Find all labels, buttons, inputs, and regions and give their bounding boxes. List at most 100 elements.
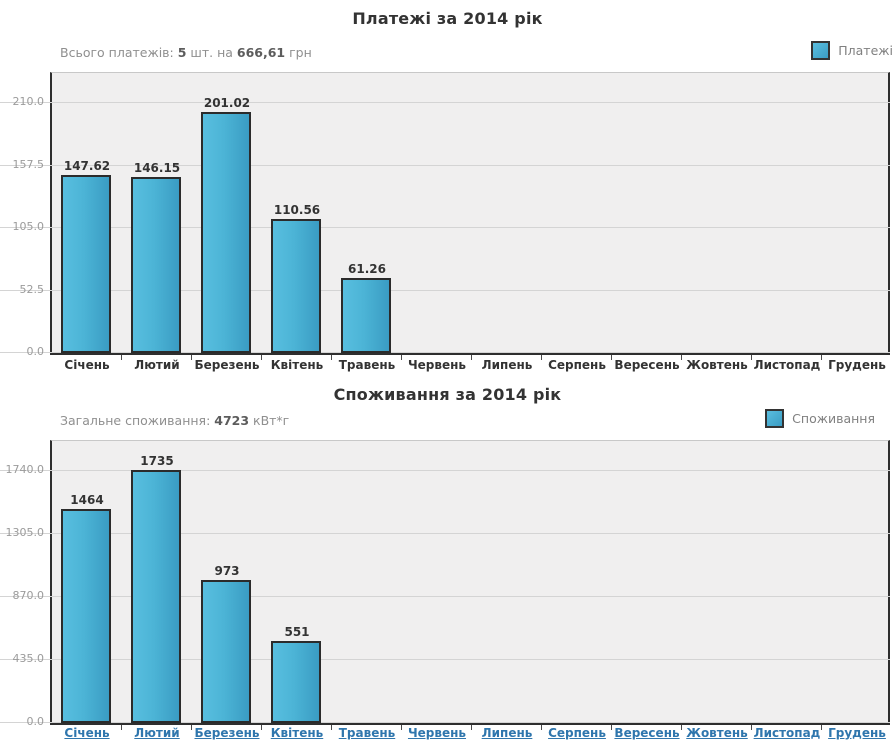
legend-swatch-icon <box>811 41 831 60</box>
y-axis-tick-label: 1305.0 <box>5 526 45 539</box>
consumption-x-axis-labels: Січень Лютий Березень Квітень Травень Червень… <box>52 726 892 740</box>
gridline <box>0 289 890 291</box>
x-axis-tick <box>821 725 822 730</box>
y-axis-tick-label: 1740.0 <box>5 463 45 476</box>
gridline <box>0 102 890 103</box>
bar-Травень[interactable] <box>341 278 391 353</box>
month-label-Липень: Липень <box>481 358 533 372</box>
gridline <box>0 227 890 228</box>
payments-chart: Платежі за 2014 рік Всього платежів: 5 ш… <box>0 9 893 372</box>
payments-legend[interactable]: Платежі <box>811 41 893 60</box>
y-axis-tick-label: 157.5 <box>12 157 45 171</box>
bar-value-label: 146.15 <box>133 161 181 176</box>
month-link-Квітень[interactable]: Квітень <box>270 726 324 740</box>
month-label-Жовтень: Жовтень <box>686 358 748 372</box>
x-axis-tick <box>261 725 262 730</box>
bar-value-label: 1464 <box>70 492 104 507</box>
payments-chart-subtitle: Всього платежів: 5 шт. на 666,61 грн <box>60 45 312 60</box>
month-label-Вересень: Вересень <box>614 358 680 372</box>
consumption-plot-area: 0.0 435.0 870.0 1305.0 1740.0 1464 1735 973 551 <box>0 440 890 730</box>
consumption-legend[interactable]: Споживання <box>765 409 875 428</box>
y-axis-tick-label: 210.0 <box>12 95 45 108</box>
month-label-Серпень: Серпень <box>548 358 606 372</box>
month-link-Січень[interactable]: Січень <box>64 726 110 740</box>
bar-value-label: 201.02 <box>203 95 251 110</box>
gridline <box>0 164 890 166</box>
bar-Лютий[interactable] <box>131 469 181 723</box>
x-axis-tick <box>261 355 262 360</box>
month-link-Червень[interactable]: Червень <box>407 726 467 740</box>
legend-label: Споживання <box>792 411 875 426</box>
month-label-Квітень: Квітень <box>270 358 324 372</box>
month-link-Серпень[interactable]: Серпень <box>548 726 606 740</box>
gridline <box>0 596 890 597</box>
month-link-Травень[interactable]: Травень <box>338 726 396 740</box>
subtitle-value: 666,61 <box>236 45 286 60</box>
x-axis-tick <box>401 355 402 360</box>
y-axis-tick-label: 870.0 <box>12 589 45 602</box>
month-label-Березень: Березень <box>194 358 260 372</box>
x-axis-tick <box>121 725 122 730</box>
bar-Лютий[interactable] <box>131 177 181 353</box>
y-axis-tick-label: 105.0 <box>12 220 45 233</box>
bar-value-label: 110.56 <box>273 203 321 218</box>
bar-Січень[interactable] <box>61 508 111 723</box>
subtitle-text: Загальне споживання: <box>60 413 215 428</box>
x-axis-tick <box>471 355 472 360</box>
month-link-Березень[interactable]: Березень <box>194 726 260 740</box>
subtitle-text: Всього платежів: <box>60 45 178 60</box>
month-link-Жовтень[interactable]: Жовтень <box>686 726 748 740</box>
x-axis-tick <box>751 355 752 360</box>
consumption-chart-subtitle: Загальне споживання: 4723 кВт*г <box>60 413 289 428</box>
month-label-Грудень: Грудень <box>828 358 886 372</box>
x-axis-tick <box>541 355 542 360</box>
legend-label: Платежі <box>838 43 893 58</box>
month-link-Липень[interactable]: Липень <box>481 726 533 740</box>
y-axis-tick-label: 0.0 <box>26 345 45 358</box>
month-label-Лютий: Лютий <box>134 358 180 372</box>
x-axis-tick <box>471 725 472 730</box>
x-axis-tick <box>751 725 752 730</box>
gridline <box>0 533 890 534</box>
subtitle-text: шт. на <box>186 45 237 60</box>
y-axis-tick-label: 52.5 <box>19 282 45 296</box>
bar-Квітень[interactable] <box>271 219 321 353</box>
gridline <box>0 352 890 353</box>
bar-value-label: 551 <box>284 625 310 640</box>
month-label-Листопад: Листопад <box>753 358 821 372</box>
gridline <box>0 659 890 660</box>
x-axis-tick <box>331 355 332 360</box>
bar-Січень[interactable] <box>61 175 111 353</box>
gridline <box>0 722 890 723</box>
month-link-Лютий[interactable]: Лютий <box>134 726 180 740</box>
bar-Березень[interactable] <box>201 111 251 353</box>
subtitle-value: 5 <box>177 45 187 60</box>
bar-value-label: 147.62 <box>63 159 111 174</box>
subtitle-text: кВт*г <box>249 413 290 428</box>
month-link-Вересень[interactable]: Вересень <box>614 726 680 740</box>
payments-chart-title: Платежі за 2014 рік <box>352 9 543 28</box>
month-link-Грудень[interactable]: Грудень <box>828 726 886 740</box>
y-axis-tick-label: 0.0 <box>26 715 45 728</box>
x-axis-tick <box>331 725 332 730</box>
x-axis-tick <box>541 725 542 730</box>
y-axis-tick-label: 435.0 <box>12 652 45 665</box>
consumption-chart-title: Споживання за 2014 рік <box>333 385 562 404</box>
month-label-Січень: Січень <box>64 358 110 372</box>
x-axis-tick <box>681 355 682 360</box>
payments-x-axis-labels: Січень Лютий Березень Квітень Травень Червень… <box>52 358 892 372</box>
payments-plot-area: 0.0 52.5 105.0 157.5 210.0 147.62 146.15 201.02… <box>0 72 890 360</box>
month-link-Листопад[interactable]: Листопад <box>753 726 821 740</box>
x-axis-tick <box>821 355 822 360</box>
bar-Березень[interactable] <box>201 580 251 723</box>
legend-swatch-icon <box>765 409 785 428</box>
x-axis-tick <box>191 725 192 730</box>
month-label-Червень: Червень <box>407 358 467 372</box>
month-label-Травень: Травень <box>338 358 396 372</box>
x-axis-tick <box>121 355 122 360</box>
x-axis-tick <box>191 355 192 360</box>
bar-Квітень[interactable] <box>271 641 321 723</box>
bar-value-label: 973 <box>214 564 240 579</box>
bar-value-label: 1735 <box>140 453 174 468</box>
